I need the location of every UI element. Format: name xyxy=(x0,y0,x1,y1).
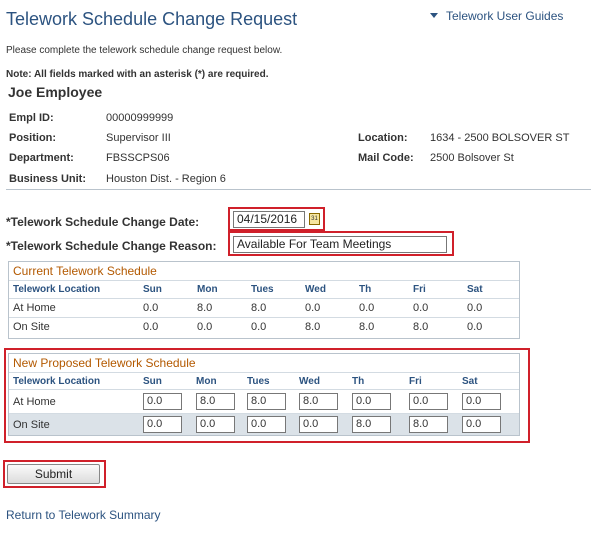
dropdown-triangle-icon xyxy=(430,13,438,18)
required-note: Note: All fields marked with an asterisk… xyxy=(6,69,269,80)
current-cell: 8.0 xyxy=(305,321,321,333)
location-label: Location: xyxy=(358,132,408,144)
business-unit-label: Business Unit: xyxy=(9,173,87,185)
section-divider xyxy=(6,189,591,190)
current-row-label: At Home xyxy=(13,302,56,314)
proposed-location-header: Telework Location xyxy=(13,376,101,387)
proposed-at-home-sun-input[interactable]: 0.0 xyxy=(143,393,182,410)
proposed-at-home-wed-input[interactable]: 8.0 xyxy=(299,393,338,410)
proposed-schedule-highlight xyxy=(4,348,530,443)
current-header-th: Th xyxy=(359,284,372,295)
mail-code-label: Mail Code: xyxy=(358,152,414,164)
current-cell: 8.0 xyxy=(251,302,267,314)
current-cell: 0.0 xyxy=(251,321,267,333)
mail-code-value: 2500 Bolsover St xyxy=(430,152,514,164)
current-cell: 8.0 xyxy=(413,321,429,333)
proposed-header-tues: Tues xyxy=(247,376,270,387)
proposed-at-home-sat-input[interactable]: 0.0 xyxy=(462,393,501,410)
current-header-wed: Wed xyxy=(305,284,326,295)
employee-name: Joe Employee xyxy=(8,84,103,100)
current-cell: 8.0 xyxy=(359,321,375,333)
department-value: FBSSCPS06 xyxy=(106,152,170,164)
current-cell: 0.0 xyxy=(467,302,483,314)
change-date-label: *Telework Schedule Change Date: xyxy=(6,215,200,229)
grid-divider xyxy=(9,280,519,281)
location-value: 1634 - 2500 BOLSOVER ST xyxy=(430,132,570,144)
proposed-at-home-mon-input[interactable]: 8.0 xyxy=(196,393,235,410)
current-cell: 0.0 xyxy=(467,321,483,333)
proposed-at-home-th-input[interactable]: 0.0 xyxy=(352,393,391,410)
proposed-at-home-fri-input[interactable]: 0.0 xyxy=(409,393,448,410)
empl-id-value: 00000999999 xyxy=(106,112,174,124)
submit-highlight xyxy=(3,460,106,488)
grid-divider xyxy=(9,317,519,318)
change-date-highlight xyxy=(228,207,325,231)
current-cell: 0.0 xyxy=(197,321,213,333)
current-cell: 0.0 xyxy=(143,302,159,314)
calendar-icon[interactable]: 31 xyxy=(309,213,320,225)
proposed-header-wed: Wed xyxy=(299,376,320,387)
proposed-header-sat: Sat xyxy=(462,376,478,387)
change-reason-highlight xyxy=(228,231,454,256)
change-reason-input[interactable]: Available For Team Meetings xyxy=(233,236,447,253)
proposed-on-site-sat-input[interactable]: 0.0 xyxy=(462,416,501,433)
grid-divider xyxy=(9,389,519,390)
position-value: Supervisor III xyxy=(106,132,171,144)
grid-divider xyxy=(9,372,519,373)
empl-id-label: Empl ID: xyxy=(9,112,54,124)
proposed-on-site-wed-input[interactable]: 0.0 xyxy=(299,416,338,433)
department-label: Department: xyxy=(9,152,74,164)
change-reason-label: *Telework Schedule Change Reason: xyxy=(6,239,217,253)
intro-text: Please complete the telework schedule ch… xyxy=(6,45,283,56)
proposed-header-sun: Sun xyxy=(143,376,162,387)
grid-divider xyxy=(9,413,519,414)
current-location-header: Telework Location xyxy=(13,284,101,295)
current-header-tues: Tues xyxy=(251,284,274,295)
position-label: Position: xyxy=(9,132,57,144)
current-header-fri: Fri xyxy=(413,284,426,295)
change-date-input[interactable]: 04/15/2016 xyxy=(233,211,305,228)
proposed-header-fri: Fri xyxy=(409,376,422,387)
submit-button[interactable]: Submit xyxy=(7,464,100,484)
proposed-on-site-sun-input[interactable]: 0.0 xyxy=(143,416,182,433)
proposed-row-label: On Site xyxy=(13,419,50,431)
proposed-on-site-th-input[interactable]: 8.0 xyxy=(352,416,391,433)
current-schedule-title: Current Telework Schedule xyxy=(13,264,157,278)
proposed-on-site-mon-input[interactable]: 0.0 xyxy=(196,416,235,433)
current-schedule-grid xyxy=(8,261,520,339)
proposed-row-label: At Home xyxy=(13,396,56,408)
telework-user-guides-label: Telework User Guides xyxy=(446,9,564,23)
proposed-header-mon: Mon xyxy=(196,376,217,387)
current-row-label: On Site xyxy=(13,321,50,333)
proposed-schedule-grid xyxy=(8,353,520,436)
page-title: Telework Schedule Change Request xyxy=(6,9,298,29)
proposed-header-th: Th xyxy=(352,376,365,387)
current-cell: 8.0 xyxy=(197,302,213,314)
current-header-mon: Mon xyxy=(197,284,218,295)
current-header-sat: Sat xyxy=(467,284,483,295)
proposed-schedule-title: New Proposed Telework Schedule xyxy=(13,356,196,370)
proposed-on-site-tues-input[interactable]: 0.0 xyxy=(247,416,286,433)
current-cell: 0.0 xyxy=(359,302,375,314)
return-to-telework-summary-link[interactable]: Return to Telework Summary xyxy=(6,508,161,522)
grid-divider xyxy=(9,298,519,299)
business-unit-value: Houston Dist. - Region 6 xyxy=(106,173,226,185)
telework-user-guides-link[interactable]: Telework User Guides xyxy=(430,9,563,23)
current-header-sun: Sun xyxy=(143,284,162,295)
current-cell: 0.0 xyxy=(305,302,321,314)
proposed-on-site-fri-input[interactable]: 8.0 xyxy=(409,416,448,433)
current-cell: 0.0 xyxy=(413,302,429,314)
proposed-at-home-tues-input[interactable]: 8.0 xyxy=(247,393,286,410)
current-cell: 0.0 xyxy=(143,321,159,333)
